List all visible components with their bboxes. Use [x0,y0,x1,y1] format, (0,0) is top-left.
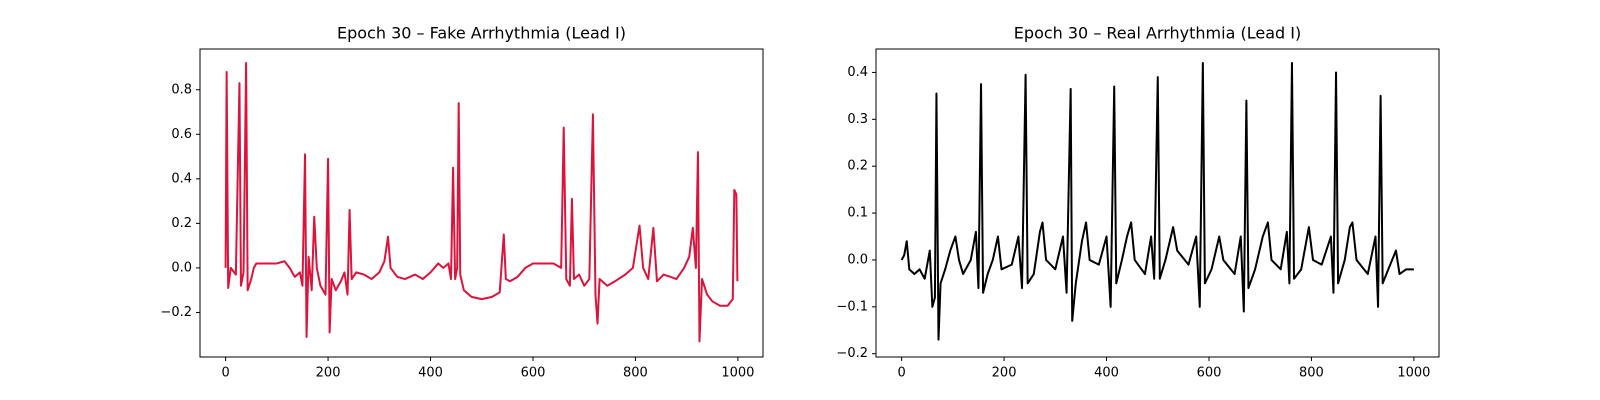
x-tick-label: 400 [1094,366,1119,381]
x-tick-label: 800 [1299,366,1324,381]
x-tick-label: 200 [316,366,341,381]
axes-frame [875,48,1440,358]
x-tick-label: 1000 [721,366,754,381]
y-tick-label: −0.1 [836,299,868,314]
data-line [900,62,1414,341]
x-tick-label: 400 [418,366,443,381]
y-tick-label: 0.0 [171,260,192,275]
y-tick-label: 0.2 [171,216,192,231]
y-tick-label: 0.2 [847,159,868,174]
y-tick-label: −0.2 [836,346,868,361]
y-tick-label: −0.2 [160,305,192,320]
x-tick-label: 0 [221,366,229,381]
y-tick-label: 0.3 [847,112,868,127]
y-tick-label: 0.8 [171,82,192,97]
y-tick-label: 0.1 [847,206,868,221]
x-tick-label: 0 [897,366,905,381]
y-tick-label: 0.4 [171,171,192,186]
x-tick-label: 1000 [1397,366,1430,381]
axes-frame [199,48,764,358]
y-tick-label: 0.6 [171,127,192,142]
chart-title: Epoch 30 – Real Arrhythmia (Lead I) [1014,24,1301,43]
x-tick-label: 600 [521,366,546,381]
y-tick-label: 0.0 [847,252,868,267]
data-line [224,62,739,343]
x-tick-label: 200 [992,366,1017,381]
x-tick-label: 600 [1197,366,1222,381]
y-tick-label: 0.4 [847,65,868,80]
x-tick-label: 800 [623,366,648,381]
chart-title: Epoch 30 – Fake Arrhythmia (Lead I) [337,24,626,43]
